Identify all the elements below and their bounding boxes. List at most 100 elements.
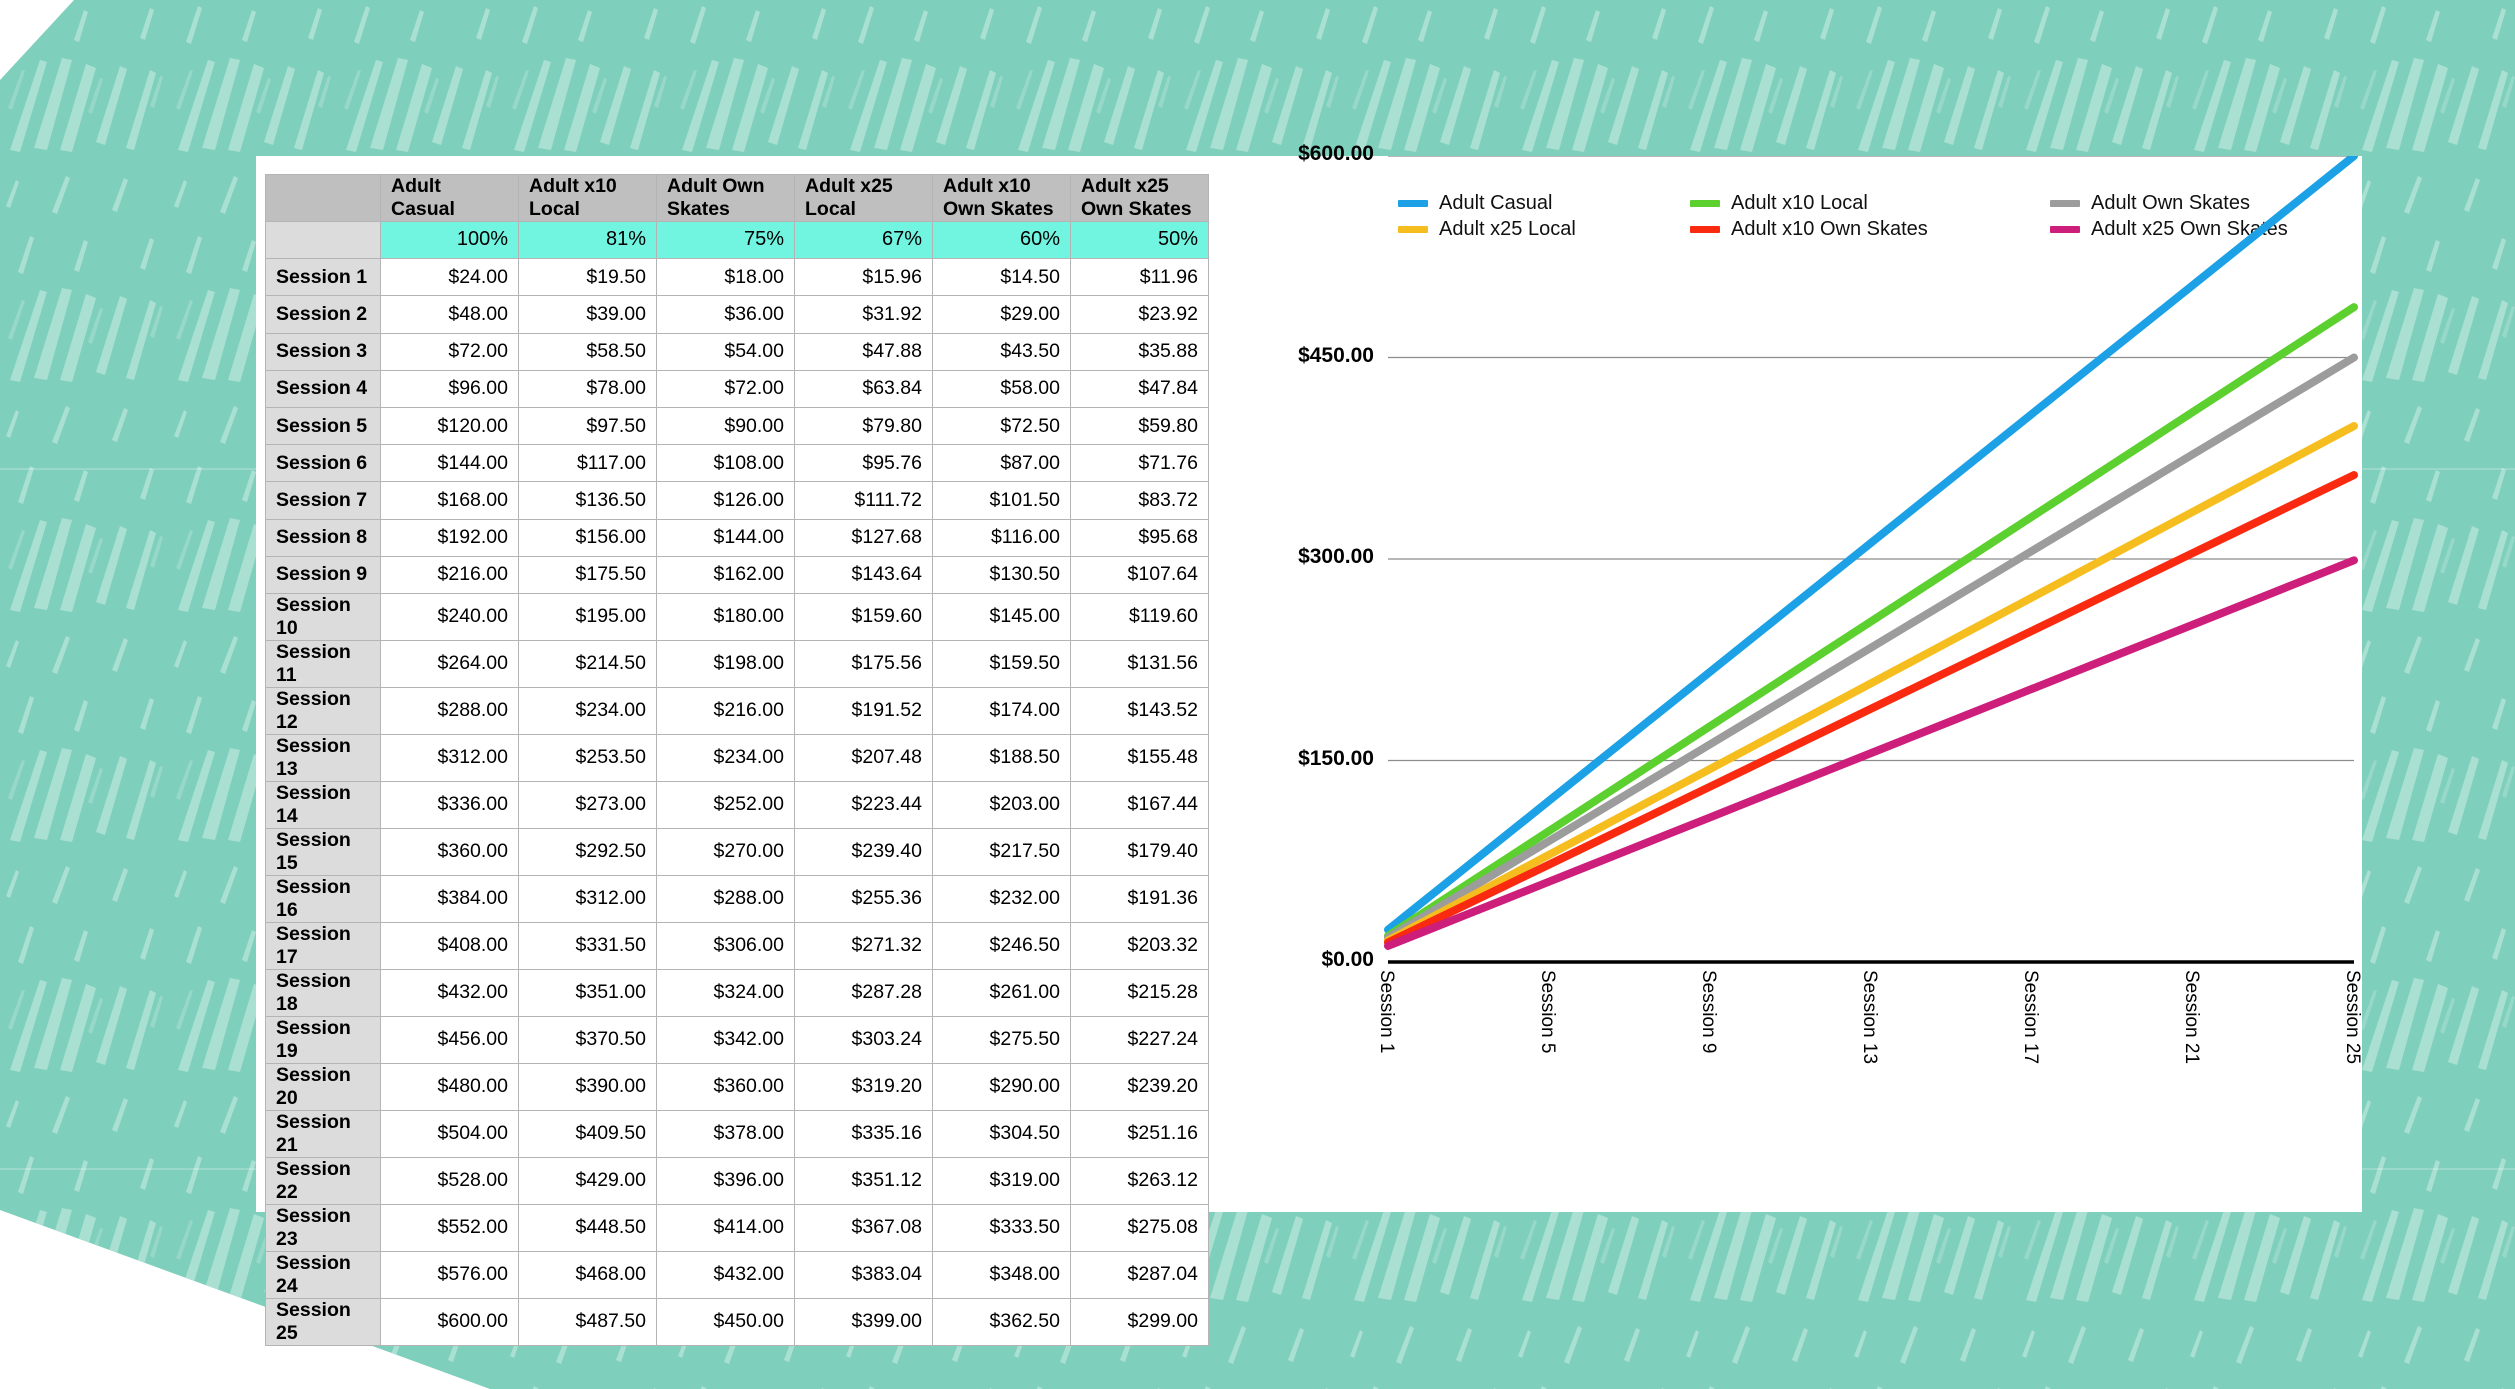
legend-item[interactable]: Adult x10 Local [1690,190,2050,216]
row-label: Session 13 [265,733,381,782]
price-cell: $223.44 [794,780,933,829]
pricing-table: Adult Casual Adult x10 Local Adult Own S… [265,174,1209,1346]
legend-color-swatch [1398,225,1428,233]
price-cell: $227.24 [1070,1015,1209,1064]
price-cell: $71.76 [1070,444,1209,483]
price-cell: $360.00 [380,827,519,876]
price-cell: $47.84 [1070,369,1209,408]
price-cell: $143.64 [794,555,933,594]
percent-cell: 50% [1070,220,1209,260]
price-cell: $383.04 [794,1250,933,1299]
price-cell: $162.00 [656,555,795,594]
price-cell: $72.00 [380,332,519,371]
price-cell: $203.00 [932,780,1071,829]
legend-color-swatch [1690,199,1720,207]
column-header-adult-x10-local: Adult x10 Local [518,174,657,222]
x-axis-tick-label: Session 13 [1859,970,1880,1065]
row-label: Session 4 [265,369,381,408]
table-row: Session 22 $528.00 $429.00 $396.00 $351.12 $3… [265,1156,1209,1205]
price-cell: $39.00 [518,295,657,334]
price-cell: $126.00 [656,481,795,520]
legend-label: Adult x25 Local [1439,217,1576,240]
legend-item[interactable]: Adult x25 Own Skates [2050,216,2298,242]
table-row: Session 25 $600.00 $487.50 $450.00 $399.00 $3… [265,1297,1209,1346]
table-row: Session 9 $216.00 $175.50 $162.00 $143.64 $13… [265,555,1209,594]
price-cell: $360.00 [656,1062,795,1111]
price-cell: $101.50 [932,481,1071,520]
legend-color-swatch [2050,199,2080,207]
price-cell: $72.00 [656,369,795,408]
table-row: Session 20 $480.00 $390.00 $360.00 $319.20 $2… [265,1062,1209,1111]
price-cell: $333.50 [932,1203,1071,1252]
price-cell: $95.68 [1070,518,1209,557]
legend-item[interactable]: Adult x10 Own Skates [1690,216,2050,242]
legend-color-swatch [2050,225,2080,233]
price-cell: $195.00 [518,592,657,641]
y-axis-tick-label: $450.00 [1298,343,1374,367]
price-cell: $175.50 [518,555,657,594]
row-label: Session 20 [265,1062,381,1111]
price-cell: $117.00 [518,444,657,483]
price-cell: $119.60 [1070,592,1209,641]
table-body: 100% 81% 75% 67% 60% 50% Session 1 $24.00… [265,220,1209,1346]
series-line-1 [1384,303,2358,940]
x-axis-tick-label: Session 9 [1698,970,1719,1054]
legend-label: Adult Casual [1439,191,1553,214]
table-row: Session 16 $384.00 $312.00 $288.00 $255.36 $2… [265,874,1209,923]
row-label: Session 5 [265,406,381,446]
price-cell: $36.00 [656,295,795,334]
price-cell: $144.00 [656,518,795,557]
row-label: Session 7 [265,481,381,520]
price-cell: $303.24 [794,1015,933,1064]
price-cell: $48.00 [380,295,519,334]
legend-item[interactable]: Adult Own Skates [2050,190,2298,216]
series-line-4 [1384,471,2358,947]
price-cell: $83.72 [1070,481,1209,520]
price-cell: $116.00 [932,518,1071,557]
price-cell: $408.00 [380,921,519,970]
price-cell: $11.96 [1070,258,1209,297]
price-cell: $216.00 [656,686,795,735]
price-cell: $351.00 [518,968,657,1017]
price-cell: $78.00 [518,369,657,408]
price-cell: $175.56 [794,639,933,688]
price-cell: $450.00 [656,1297,795,1346]
price-cell: $174.00 [932,686,1071,735]
price-cell: $528.00 [380,1156,519,1205]
price-cell: $232.00 [932,874,1071,923]
price-cell: $246.50 [932,921,1071,970]
price-cell: $429.00 [518,1156,657,1205]
table-row: Session 23 $552.00 $448.50 $414.00 $367.08 $3… [265,1203,1209,1252]
legend-label: Adult x10 Local [1731,191,1868,214]
row-label: Session 14 [265,780,381,829]
price-cell: $271.32 [794,921,933,970]
row-label: Session 6 [265,444,381,483]
price-cell: $487.50 [518,1297,657,1346]
y-axis-tick-label: $600.00 [1298,142,1374,165]
row-label: Session 21 [265,1109,381,1158]
price-cell: $342.00 [656,1015,795,1064]
price-cell: $288.00 [656,874,795,923]
price-cell: $362.50 [932,1297,1071,1346]
price-cell: $275.50 [932,1015,1071,1064]
price-cell: $288.00 [380,686,519,735]
table-row: Session 18 $432.00 $351.00 $324.00 $287.28 $2… [265,968,1209,1017]
legend-item[interactable]: Adult x25 Local [1398,216,1690,242]
price-cell: $19.50 [518,258,657,297]
column-header-adult-x25-local: Adult x25 Local [794,174,933,222]
price-cell: $319.20 [794,1062,933,1111]
price-cell: $396.00 [656,1156,795,1205]
price-cell: $234.00 [518,686,657,735]
price-cell: $180.00 [656,592,795,641]
price-cell: $351.12 [794,1156,933,1205]
price-cell: $600.00 [380,1297,519,1346]
legend-color-swatch [1398,199,1428,207]
price-cell: $58.50 [518,332,657,371]
table-header: Adult Casual Adult x10 Local Adult Own S… [265,174,1209,222]
price-cell: $23.92 [1070,295,1209,334]
legend-item[interactable]: Adult Casual [1398,190,1690,216]
table-row: Session 17 $408.00 $331.50 $306.00 $271.32 $2… [265,921,1209,970]
column-header-adult-casual: Adult Casual [380,174,519,222]
price-cell: $127.68 [794,518,933,557]
price-cell: $159.50 [932,639,1071,688]
